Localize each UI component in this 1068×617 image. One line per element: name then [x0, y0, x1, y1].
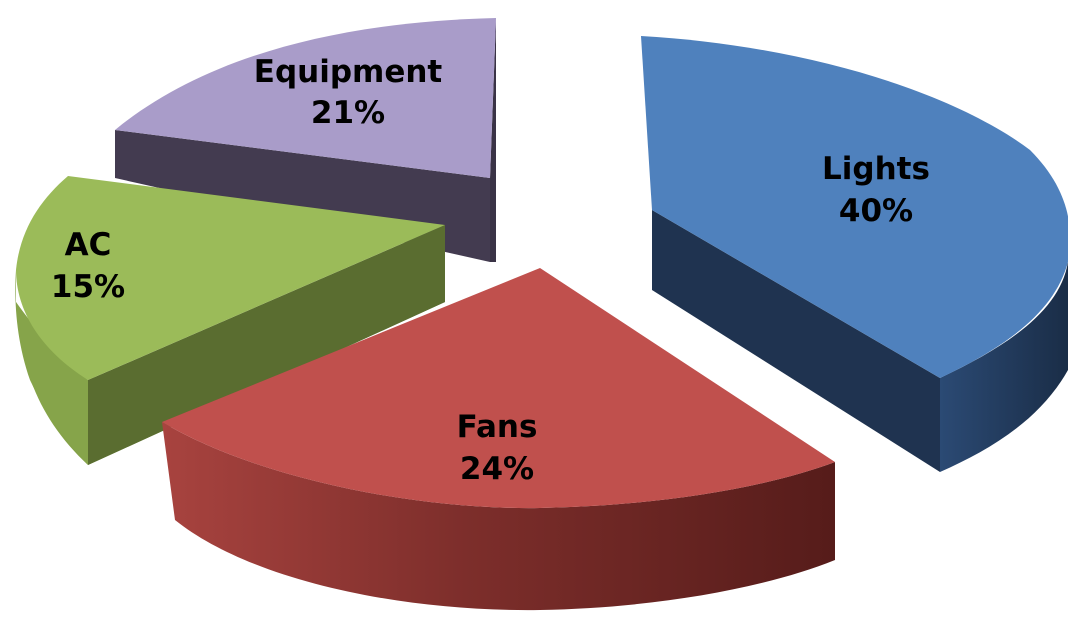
pie-slice-lights: [641, 36, 1068, 472]
pie-slice-fans-top: [162, 268, 835, 509]
pie-slice-lights-top: [641, 36, 1068, 378]
data-labels: Equipment 21% Lights 40% AC 15% Fans 24%: [51, 54, 930, 487]
slice-label-lights: Lights: [822, 151, 930, 187]
slice-label-fans: Fans: [457, 409, 538, 445]
pie-slice-ac-outer-side: [15, 270, 88, 465]
pie-slice-equipment-inner-side: [490, 18, 496, 262]
pie-slice-lights-inner-side: [652, 210, 940, 472]
slice-percent-ac: 15%: [51, 269, 125, 305]
pie-slice-ac-top: [16, 176, 445, 380]
slice-label-ac: AC: [65, 227, 112, 263]
slice-percent-equipment: 21%: [311, 95, 385, 131]
pie-slice-fans-side: [162, 422, 835, 611]
pie-slice-ac: [15, 176, 445, 465]
pie-slice-ac-inner-side: [88, 225, 445, 465]
pie-slice-fans: [162, 268, 835, 611]
pie-slice-equipment-top: [115, 18, 496, 178]
pie-slice-lights-outer-side: [940, 262, 1068, 472]
slice-percent-fans: 24%: [460, 451, 534, 487]
slice-percent-lights: 40%: [839, 193, 913, 229]
slice-label-equipment: Equipment: [254, 54, 443, 90]
